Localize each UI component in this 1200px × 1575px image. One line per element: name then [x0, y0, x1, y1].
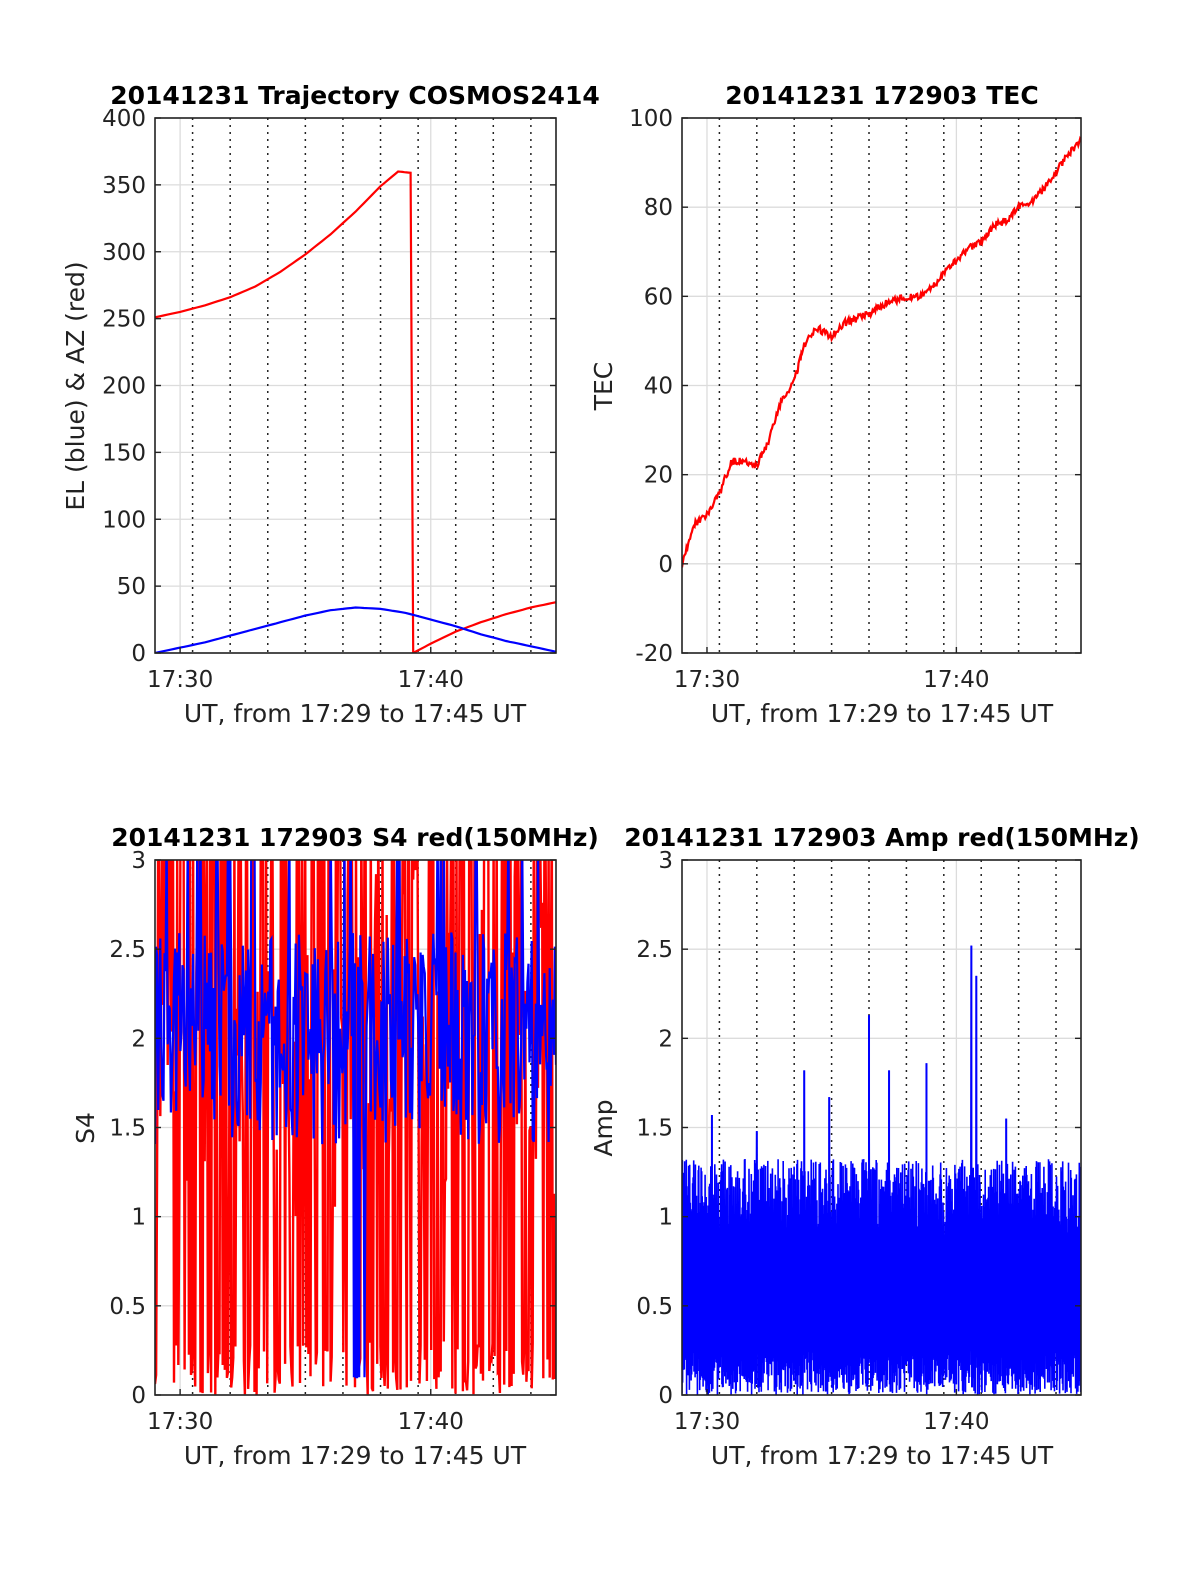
- y-tick-label: 0.5: [636, 1294, 673, 1320]
- y-tick-label: 100: [102, 507, 146, 533]
- amp-y-label: Amp: [589, 1099, 618, 1156]
- y-tick-label: 1.5: [109, 1116, 146, 1142]
- y-tick-label: 2: [658, 1026, 673, 1052]
- y-tick-label: 400: [102, 106, 146, 132]
- y-tick-label: 250: [102, 307, 146, 333]
- y-tick-label: 40: [644, 374, 673, 400]
- y-tick-label: 0: [658, 552, 673, 578]
- y-tick-label: 0: [131, 1383, 146, 1409]
- x-tick-label: 17:30: [147, 1409, 213, 1435]
- y-tick-label: 0.5: [109, 1294, 146, 1320]
- y-tick-label: 3: [658, 848, 673, 874]
- panel-trajectory: 20141231 Trajectory COSMOS2414 0 50 100 150…: [61, 81, 600, 728]
- y-tick-label: 1: [658, 1205, 673, 1231]
- trajectory-x-label: UT, from 17:29 to 17:45 UT: [184, 699, 527, 728]
- trajectory-title: 20141231 Trajectory COSMOS2414: [110, 81, 600, 110]
- trajectory-x-ticks: 17:30 17:40: [147, 647, 464, 693]
- amp-y-ticks: 0 0.5 1 1.5 2 2.5 3: [636, 848, 1081, 1409]
- x-tick-label: 17:30: [674, 1409, 740, 1435]
- tec-x-label: UT, from 17:29 to 17:45 UT: [711, 699, 1054, 728]
- y-tick-label: 60: [644, 284, 673, 310]
- y-tick-label: 1.5: [636, 1116, 673, 1142]
- s4-y-ticks: 0 0.5 1 1.5 2 2.5 3: [109, 848, 556, 1409]
- tec-series: [682, 135, 1081, 568]
- x-tick-label: 17:40: [923, 667, 989, 693]
- y-tick-label: 200: [102, 374, 146, 400]
- x-tick-label: 17:40: [398, 667, 464, 693]
- amp-title: 20141231 172903 Amp red(150MHz): [624, 823, 1140, 852]
- s4-x-ticks: 17:30 17:40: [147, 1389, 464, 1435]
- y-tick-label: 2.5: [109, 937, 146, 963]
- series-az: [155, 170, 556, 653]
- s4-y-label: S4: [71, 1112, 100, 1144]
- trajectory-series: [155, 170, 556, 653]
- series-s4-blue: [155, 860, 556, 1379]
- y-tick-label: 1: [131, 1205, 146, 1231]
- y-tick-label: 50: [117, 574, 146, 600]
- series-amp: [682, 945, 1081, 1395]
- y-tick-label: 150: [102, 440, 146, 466]
- trajectory-y-label: EL (blue) & AZ (red): [61, 261, 90, 510]
- panel-s4: 20141231 172903 S4 red(150MHz) 0 0.5 1 1.5 2…: [71, 823, 599, 1470]
- tec-y-ticks: -20 0 20 40 60 80 100: [629, 106, 1081, 667]
- tec-y-label: TEC: [589, 362, 618, 412]
- y-tick-label: 3: [131, 848, 146, 874]
- y-tick-label: 20: [644, 463, 673, 489]
- y-tick-label: 2.5: [636, 937, 673, 963]
- amp-x-ticks: 17:30 17:40: [674, 1389, 990, 1435]
- y-tick-label: 350: [102, 173, 146, 199]
- y-tick-label: 100: [629, 106, 673, 132]
- tec-title: 20141231 172903 TEC: [725, 81, 1038, 110]
- x-tick-label: 17:30: [147, 667, 213, 693]
- y-tick-label: 0: [658, 1383, 673, 1409]
- trajectory-grid: [155, 117, 556, 654]
- series-el: [155, 606, 556, 653]
- y-tick-label: 300: [102, 240, 146, 266]
- s4-series: [155, 860, 556, 1395]
- y-tick-label: 0: [131, 641, 146, 667]
- trajectory-y-ticks: 0 50 100 150 200 250 300 350 400: [102, 106, 556, 667]
- series-tec: [682, 135, 1081, 568]
- panel-tec: 20141231 172903 TEC -20 0 20 40 60 80 100 17:3…: [589, 81, 1082, 728]
- amp-series: [682, 945, 1081, 1395]
- s4-title: 20141231 172903 S4 red(150MHz): [111, 823, 599, 852]
- y-tick-label: 80: [644, 195, 673, 221]
- tec-grid: [682, 117, 1081, 654]
- x-tick-label: 17:40: [923, 1409, 989, 1435]
- s4-x-label: UT, from 17:29 to 17:45 UT: [184, 1441, 527, 1470]
- panel-amp: 20141231 172903 Amp red(150MHz) 0 0.5 1 1.5…: [589, 823, 1140, 1470]
- x-tick-label: 17:40: [398, 1409, 464, 1435]
- tec-x-ticks: 17:30 17:40: [674, 647, 990, 693]
- amp-x-label: UT, from 17:29 to 17:45 UT: [711, 1441, 1054, 1470]
- y-tick-label: -20: [635, 641, 673, 667]
- x-tick-label: 17:30: [674, 667, 740, 693]
- y-tick-label: 2: [131, 1026, 146, 1052]
